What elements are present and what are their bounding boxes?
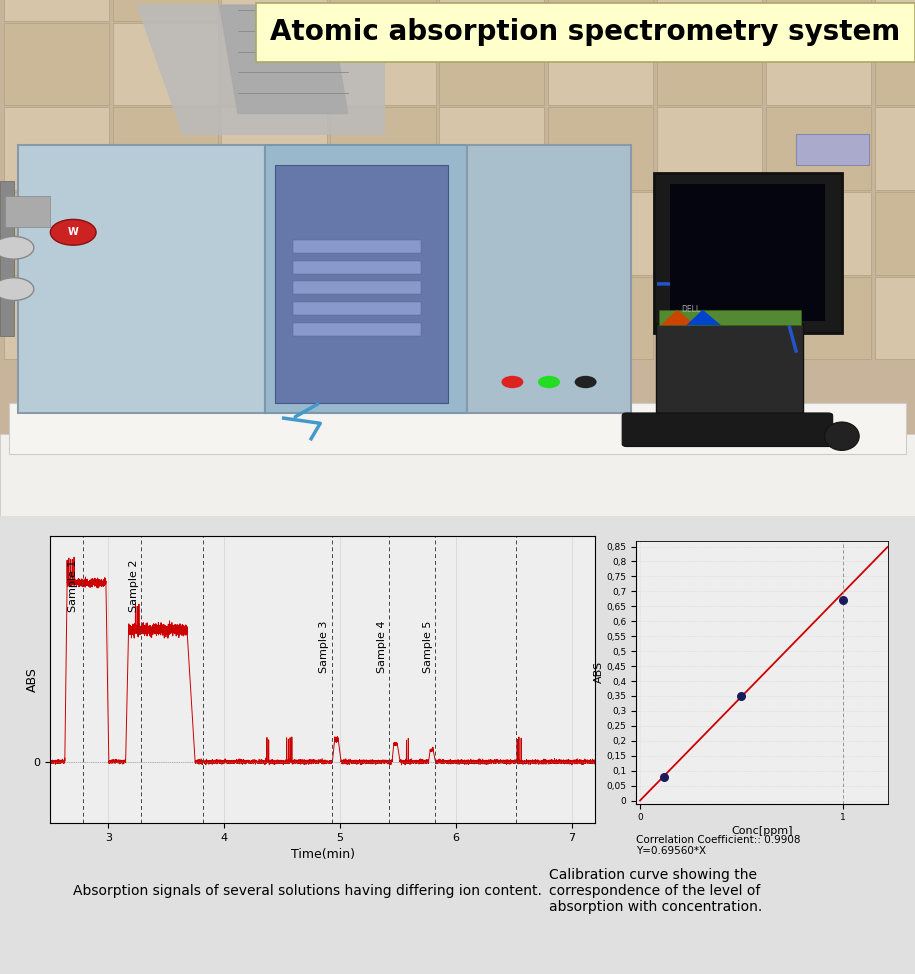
Text: Sample 5: Sample 5 [424,620,434,673]
Polygon shape [661,310,695,325]
Bar [330,0,436,20]
Bar [875,22,915,105]
Text: Sample 3: Sample 3 [319,620,329,673]
Text: Atomic absorption spectrometry system: Atomic absorption spectrometry system [271,18,900,46]
Bar [221,277,327,359]
FancyBboxPatch shape [654,173,842,333]
Bar [4,277,109,359]
X-axis label: Conc[ppm]: Conc[ppm] [731,826,792,837]
Y-axis label: ABS: ABS [26,667,38,692]
Bar [439,0,544,20]
Bar [330,107,436,190]
Text: Calibration curve showing the
correspondence of the level of
absorption with con: Calibration curve showing the correspond… [549,868,762,915]
Circle shape [0,278,34,300]
Bar [657,0,762,20]
Ellipse shape [824,422,859,450]
Bar [875,192,915,275]
Bar [548,107,653,190]
Bar [293,322,421,335]
Bar [330,192,436,275]
Point [657,768,672,784]
Bar [113,0,218,20]
Bar [659,310,801,325]
Bar [293,240,421,253]
Bar [657,107,762,190]
Point [835,592,850,608]
Bar [548,0,653,20]
Point [734,689,748,704]
Bar [657,22,762,105]
Bar [657,277,762,359]
Bar [548,277,653,359]
Bar [293,261,421,274]
Polygon shape [686,310,721,325]
Circle shape [50,219,96,245]
Polygon shape [137,5,384,134]
FancyBboxPatch shape [467,144,631,413]
Bar [875,277,915,359]
FancyBboxPatch shape [256,3,915,62]
Bar [875,107,915,190]
Bar [670,184,825,321]
Bar [766,22,871,105]
Bar [221,107,327,190]
Bar [766,277,871,359]
Text: Sample 4: Sample 4 [377,620,387,673]
Y-axis label: ABS: ABS [594,661,603,683]
Bar [221,192,327,275]
Bar [732,328,750,366]
Bar [293,302,421,315]
Bar [330,22,436,105]
Bar [330,277,436,359]
Bar [796,134,869,166]
Bar [439,22,544,105]
Bar [548,22,653,105]
Text: Correlation Coefficient:: 0.9908
Y=0.69560*X: Correlation Coefficient:: 0.9908 Y=0.695… [636,835,801,856]
Bar [113,192,218,275]
Bar [439,277,544,359]
Bar [274,166,448,402]
Bar [439,192,544,275]
Circle shape [538,376,560,389]
Bar [766,192,871,275]
FancyBboxPatch shape [18,144,265,413]
Bar [221,22,327,105]
Bar [5,196,50,227]
Text: W: W [68,227,79,238]
Text: DELL: DELL [682,305,700,315]
Circle shape [501,376,523,389]
Bar [548,192,653,275]
Circle shape [575,376,597,389]
Bar [113,277,218,359]
Bar [657,192,762,275]
Bar [293,281,421,294]
Text: Sample 1: Sample 1 [68,559,78,612]
Bar [0,181,14,335]
Bar [221,0,327,20]
Bar [766,0,871,20]
FancyBboxPatch shape [656,323,803,440]
Polygon shape [220,5,348,114]
Bar [113,107,218,190]
Circle shape [0,237,34,259]
Bar [0,433,915,516]
Text: Absorption signals of several solutions having differing ion content.: Absorption signals of several solutions … [73,884,542,898]
Text: Sample 2: Sample 2 [129,559,139,612]
Bar [4,107,109,190]
Bar [4,192,109,275]
Bar [875,0,915,20]
Bar [4,0,109,20]
Bar [439,107,544,190]
FancyBboxPatch shape [622,413,833,446]
Bar [714,365,769,377]
Bar [4,22,109,105]
X-axis label: Time(min): Time(min) [291,848,354,861]
FancyBboxPatch shape [265,144,467,413]
Bar [113,22,218,105]
Bar [766,107,871,190]
Bar [9,402,906,454]
